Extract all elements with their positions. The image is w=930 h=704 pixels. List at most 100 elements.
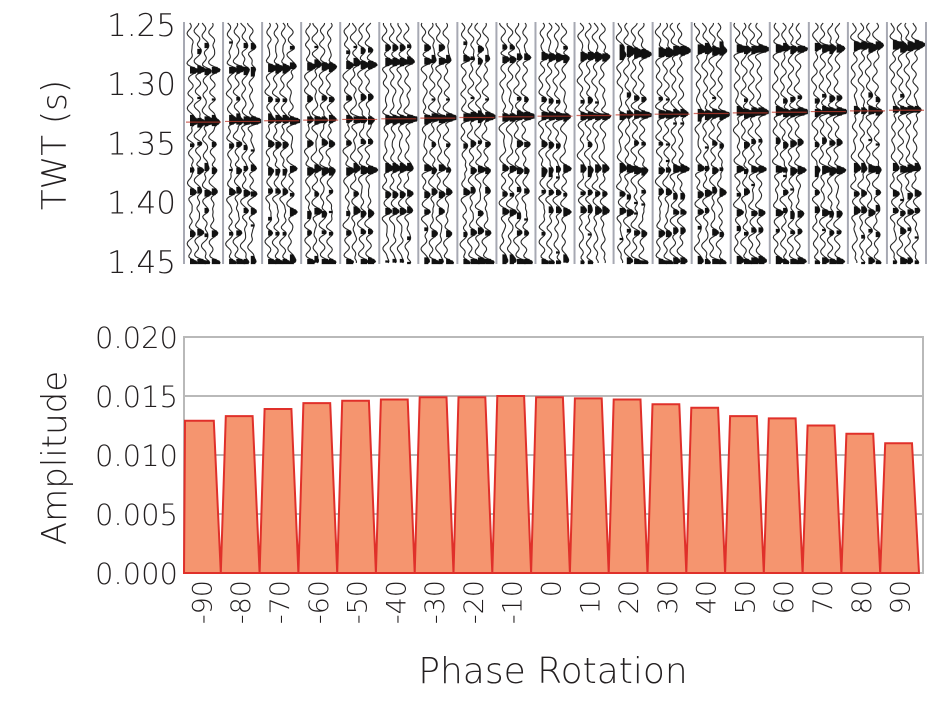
seismic-panel: 1.25 1.30 1.35 1.40 1.45 TWT (s)	[35, 8, 927, 281]
wiggle-trace	[864, 22, 880, 264]
amplitude-y-axis-label: Amplitude	[35, 371, 75, 545]
wiggle-trace	[889, 22, 904, 264]
gather-panel--40	[381, 22, 420, 265]
wiggle-trace-fill	[875, 41, 884, 265]
phase-x-tick-label: 0	[537, 580, 568, 597]
wiggle-trace-fill	[900, 41, 911, 265]
wiggle-trace-fill	[197, 48, 206, 265]
wiggle-trace	[200, 22, 216, 264]
wiggle-trace-fill	[790, 45, 802, 265]
seismic-y-tick-label: 1.45	[107, 245, 176, 281]
wiggle-trace	[850, 22, 865, 264]
gather-panel-30	[654, 22, 692, 265]
phase-x-tick-label: -20	[459, 580, 490, 624]
amplitude-y-tick-label: 0.020	[95, 321, 178, 355]
phase-x-axis-label: Phase Rotation	[418, 651, 688, 692]
wiggle-trace-fill	[556, 53, 567, 265]
wiggle-trace-fill	[626, 45, 637, 265]
wiggle-trace-fill	[619, 44, 628, 241]
amplitude-y-tick-label: 0.005	[95, 498, 178, 532]
wiggle-trace	[552, 22, 568, 264]
gather-panel--50	[342, 22, 379, 265]
wiggle-trace-fill	[502, 44, 513, 265]
phase-x-tick-label: -80	[226, 580, 257, 624]
wiggle-trace	[669, 22, 684, 264]
wiggle-trace-fill	[853, 41, 864, 215]
wiggle-trace-fill	[385, 44, 397, 263]
phase-x-tick-label: 30	[653, 580, 684, 614]
phase-x-tick-label: 40	[692, 580, 723, 614]
gather-panel--10	[498, 22, 537, 265]
seismic-y-tick-label: 1.30	[107, 67, 176, 103]
wiggle-trace-fill	[275, 63, 284, 265]
phase-x-tick-label: -70	[265, 580, 296, 624]
seismic-y-axis-label: TWT (s)	[35, 80, 75, 210]
wiggle-trace-fill	[314, 45, 325, 263]
amplitude-y-tick-label: 0.015	[95, 380, 178, 414]
wiggle-trace	[615, 22, 629, 264]
seismic-y-tick-label: 1.25	[107, 8, 176, 44]
wiggle-trace-fill	[712, 45, 725, 265]
wiggle-trace-fill	[868, 42, 879, 265]
phase-x-tick-label: 80	[847, 580, 878, 614]
wiggle-trace	[591, 22, 605, 263]
wiggle-trace-fill	[353, 45, 365, 215]
wiggle-trace-fill	[697, 44, 708, 265]
wiggle-trace-fill	[485, 54, 496, 265]
wiggle-trace-fill	[509, 44, 519, 265]
wiggle-trace-fill	[190, 66, 199, 265]
wiggle-trace	[576, 22, 591, 264]
gather-panel--20	[459, 22, 497, 265]
phase-x-tick-label: 70	[808, 580, 839, 614]
wiggle-trace-fill	[477, 45, 487, 265]
gather-panel--60	[303, 22, 339, 265]
wiggle-trace	[715, 22, 732, 264]
wiggle-trace-fill	[229, 41, 239, 265]
wiggle-trace-fill	[392, 44, 404, 263]
wiggle-trace-fill	[360, 47, 371, 265]
wiggle-trace-fill	[602, 53, 611, 215]
wiggle-trace-fill	[204, 42, 215, 265]
gather-panel--30	[420, 22, 459, 265]
wiggle-trace	[701, 22, 716, 264]
gather-panel-90	[888, 22, 926, 265]
wiggle-trace-fill	[399, 44, 411, 263]
wiggle-trace-fill	[328, 62, 337, 265]
gather-panel-80	[849, 22, 885, 265]
wiggle-trace-fill	[282, 63, 291, 265]
wiggle-trace-fill	[673, 45, 684, 265]
wiggle-trace-fill	[236, 65, 246, 265]
wiggle-trace	[732, 22, 749, 264]
wiggle-trace-fill	[829, 44, 840, 265]
seismic-y-tick-label: 1.35	[107, 126, 176, 162]
phase-x-tick-label: 20	[614, 580, 645, 614]
amplitude-y-tick-label: 0.000	[95, 557, 178, 591]
gather-panel-60	[771, 22, 811, 265]
amplitude-y-ticks: 0.000 0.005 0.010 0.015 0.020	[95, 321, 178, 591]
phase-x-tick-label: -30	[420, 580, 451, 624]
wiggle-trace-fill	[368, 47, 378, 265]
wiggle-trace	[622, 22, 638, 264]
wiggle-trace-fill	[641, 48, 653, 265]
wiggle-trace	[693, 22, 709, 264]
gather-panel--90	[186, 22, 222, 265]
wiggle-trace	[903, 22, 918, 264]
gather-panel--80	[225, 22, 264, 265]
amplitude-series	[182, 395, 921, 574]
wiggle-trace-fill	[758, 44, 770, 265]
wiggle-trace	[910, 22, 926, 264]
phase-x-tick-label: -10	[498, 580, 529, 624]
wiggle-trace-fill	[446, 54, 458, 265]
wiggle-trace-fill	[289, 45, 301, 265]
wiggle-trace-fill	[516, 53, 528, 265]
phase-x-ticks: -90 -80 -70 -60 -50 -40 -30 -20 -10 0 10 20 30 40 50 60…	[187, 580, 916, 624]
wiggle-trace-fill	[907, 41, 917, 265]
wiggle-trace	[871, 22, 885, 264]
gather-panel-40	[693, 22, 732, 265]
wiggle-trace	[239, 22, 256, 264]
wiggle-trace-fill	[211, 66, 221, 265]
wiggle-trace-fill	[438, 44, 451, 265]
wiggle-trace-fill	[524, 53, 536, 265]
